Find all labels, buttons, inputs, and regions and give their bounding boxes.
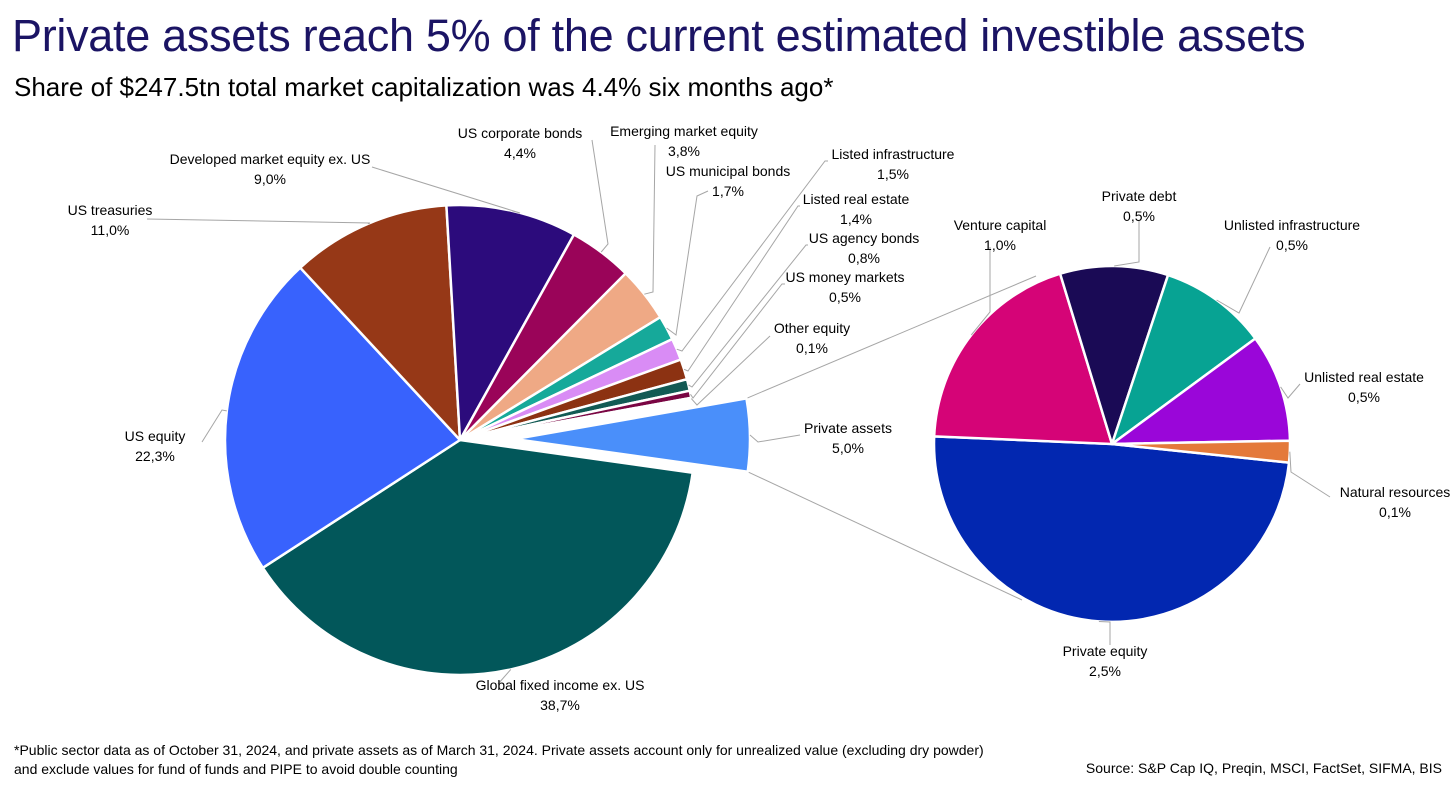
pie-slice-private-equity [932, 435, 1291, 624]
slice-label-developed-market-equity-ex-us: Developed market equity ex. US [170, 151, 371, 167]
slice-value-emerging-market-equity: 3,8% [668, 143, 700, 159]
leader-line-other-equity [690, 335, 771, 406]
leader-line-developed-market-equity-ex-us [371, 166, 521, 214]
slice-label-listed-infrastructure: Listed infrastructure [832, 146, 955, 162]
pie-slice-private-debt [1058, 264, 1170, 446]
leader-line-listed-infrastructure [676, 160, 828, 352]
slice-label-us-municipal-bonds: US municipal bonds [666, 163, 791, 179]
slice-value-unlisted-infrastructure: 0,5% [1276, 237, 1308, 253]
slice-label-private-assets: Private assets [804, 420, 892, 436]
leader-line-unlisted-infrastructure [1216, 246, 1271, 314]
slice-value-us-money-markets: 0,5% [829, 289, 861, 305]
slice-value-natural-resources: 0,1% [1379, 504, 1411, 520]
pie-charts: Global fixed income ex. US 38,7% US equity… [68, 123, 1451, 713]
slice-label-us-treasuries: US treasuries [68, 202, 153, 218]
leader-line-us-agency-bonds [688, 244, 808, 388]
slice-value-us-treasuries: 11,0% [91, 222, 130, 238]
slice-label-listed-real-estate: Listed real estate [803, 191, 910, 207]
slice-label-private-debt: Private debt [1102, 188, 1177, 204]
chart-subtitle: Share of $247.5tn total market capitaliz… [14, 72, 834, 102]
leader-line-unlisted-real-estate [1280, 383, 1301, 399]
leader-line-us-corporate-bonds [591, 139, 609, 253]
slice-value-us-municipal-bonds: 1,7% [712, 183, 744, 199]
leader-line-global-fixed-income-ex-us [497, 669, 512, 685]
leader-line-us-equity [201, 409, 227, 443]
connector-line-top [746, 275, 1037, 399]
slice-value-listed-infrastructure: 1,5% [877, 166, 909, 182]
slice-value-unlisted-real-estate: 0,5% [1348, 389, 1380, 405]
slice-value-global-fixed-income-ex-us: 38,7% [540, 697, 580, 713]
slice-label-natural-resources: Natural resources [1340, 484, 1451, 500]
connector-line-bottom [747, 471, 1023, 601]
slice-label-global-fixed-income-ex-us: Global fixed income ex. US [476, 677, 645, 693]
pie-slice-us-treasuries [298, 204, 462, 442]
slice-value-us-corporate-bonds: 4,4% [504, 145, 536, 161]
slice-value-private-debt: 0,5% [1123, 208, 1155, 224]
private-assets-pie [932, 264, 1292, 624]
leader-lines [146, 139, 1331, 685]
chart-title: Private assets reach 5% of the current e… [12, 10, 1306, 61]
leader-line-us-treasuries [146, 218, 371, 225]
pie-slice-natural-resources [1110, 439, 1292, 464]
slice-label-us-agency-bonds: US agency bonds [809, 230, 920, 246]
footnote: *Public sector data as of October 31, 20… [14, 741, 984, 779]
slice-label-us-equity: US equity [125, 428, 186, 444]
pie-slice-private-assets [513, 397, 752, 474]
slice-value-private-equity: 2,5% [1089, 663, 1121, 679]
slice-value-us-agency-bonds: 0,8% [848, 250, 880, 266]
leader-line-venture-capital [970, 247, 991, 336]
leader-line-us-municipal-bonds [666, 190, 709, 336]
pie-connectors [746, 275, 1037, 601]
pie-slice-us-equity [223, 266, 462, 570]
slice-labels: Global fixed income ex. US 38,7% US equity… [68, 123, 1451, 713]
footnote-line-1: *Public sector data as of October 31, 20… [14, 742, 984, 758]
leader-line-emerging-market-equity [644, 144, 656, 295]
slice-label-unlisted-infrastructure: Unlisted infrastructure [1224, 217, 1360, 233]
slice-value-us-equity: 22,3% [135, 448, 175, 464]
slice-label-emerging-market-equity: Emerging market equity [610, 123, 758, 139]
slice-value-venture-capital: 1,0% [984, 237, 1016, 253]
leader-line-private-equity [1098, 621, 1111, 645]
slice-label-us-corporate-bonds: US corporate bonds [458, 125, 583, 141]
pie-slice-venture-capital [932, 272, 1114, 446]
slice-label-venture-capital: Venture capital [954, 217, 1047, 233]
leader-line-private-assets [749, 434, 801, 443]
slice-value-listed-real-estate: 1,4% [840, 211, 872, 227]
slice-label-unlisted-real-estate: Unlisted real estate [1304, 369, 1424, 385]
slice-label-other-equity: Other equity [774, 320, 850, 336]
leader-line-private-debt [1114, 220, 1140, 267]
slice-label-private-equity: Private equity [1063, 643, 1148, 659]
leader-line-us-money-markets [690, 283, 785, 399]
slice-value-other-equity: 0,1% [796, 340, 828, 356]
footnote-line-2: and exclude values for fund of funds and… [14, 761, 458, 777]
leader-line-natural-resources [1289, 451, 1331, 498]
leader-line-listed-real-estate [683, 205, 800, 372]
slice-value-private-assets: 5,0% [832, 440, 864, 456]
main-pie [223, 203, 752, 677]
source-note: Source: S&P Cap IQ, Preqin, MSCI, FactSe… [1085, 760, 1442, 776]
slice-value-developed-market-equity-ex-us: 9,0% [254, 171, 286, 187]
slice-label-us-money-markets: US money markets [785, 269, 904, 285]
